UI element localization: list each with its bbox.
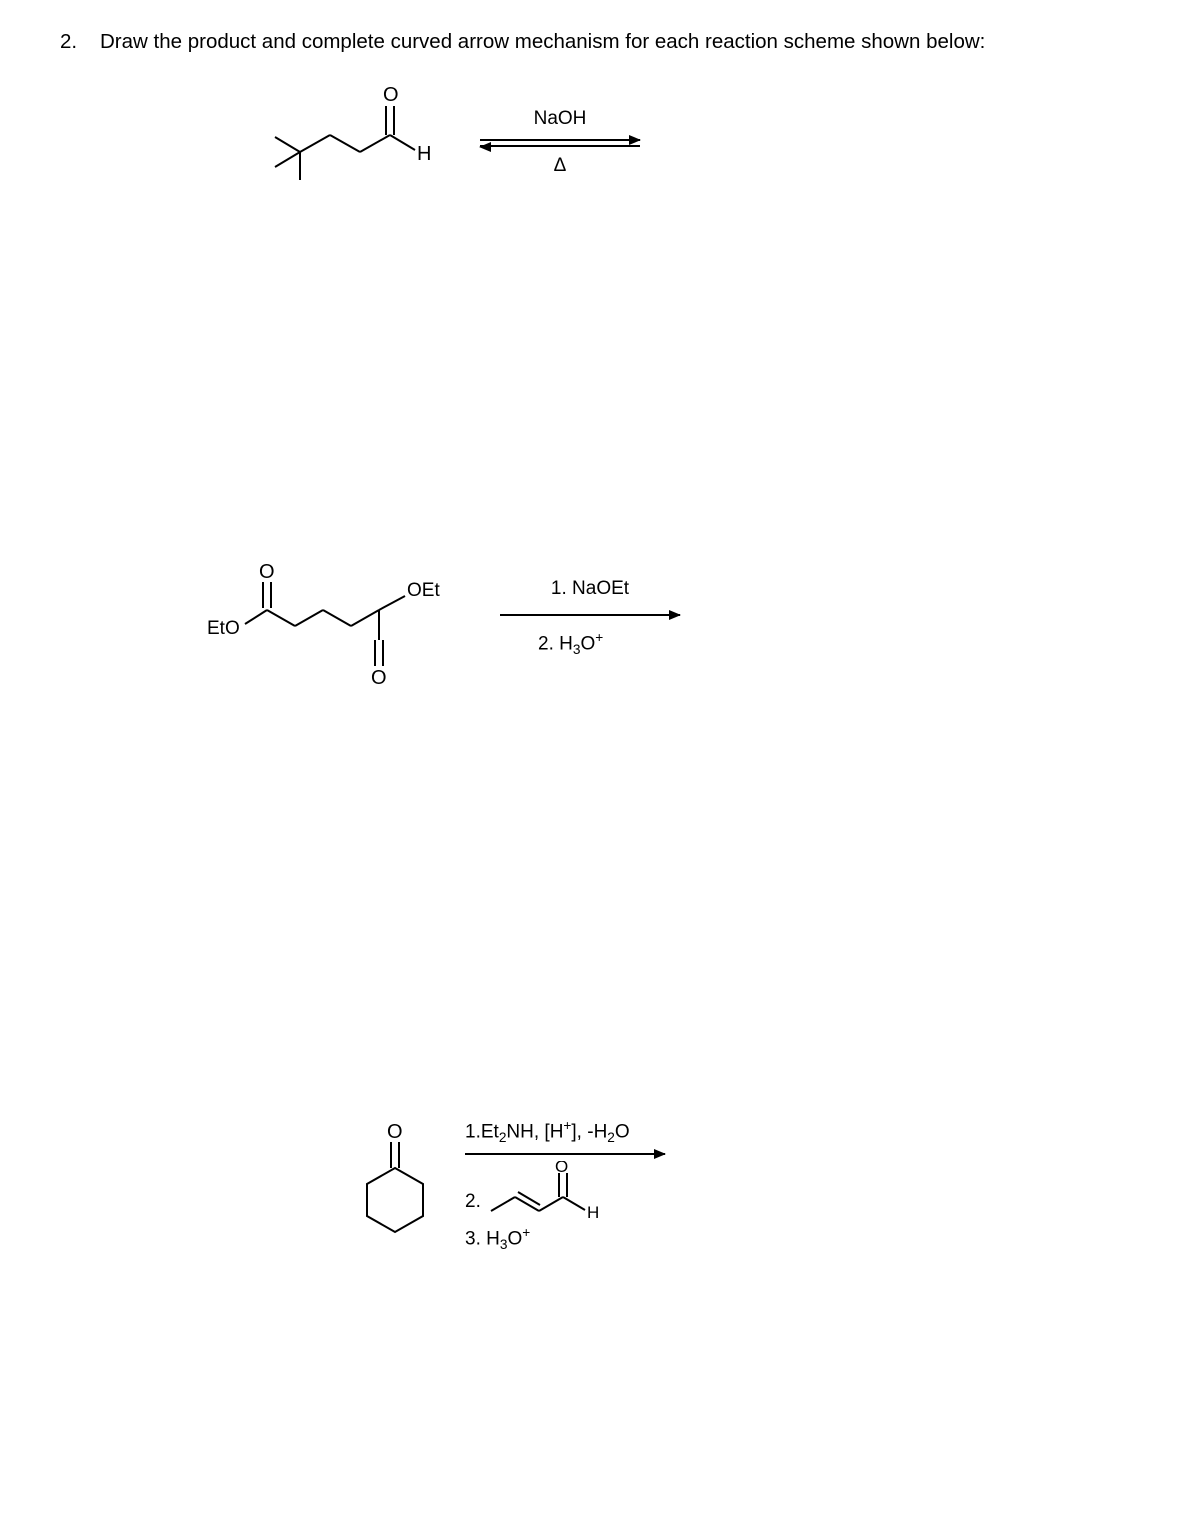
scheme-2-O1-label: O [259,561,275,583]
scheme-3-arrow [465,1153,665,1155]
scheme-1-arrow-group: NaOH Δ [480,108,640,177]
s3c1-sub2: 2 [607,1130,615,1145]
s3c2-num: 2. [465,1191,481,1223]
s3c1-end: O [615,1121,630,1142]
question-text: Draw the product and complete curved arr… [100,30,985,54]
scheme-1-cond-below: Δ [480,155,640,177]
scheme-1-O-label: O [383,84,399,106]
scheme-1-arrow-top [480,139,640,141]
scheme-3: O [335,1120,455,1265]
scheme-1-arrow-bot [480,145,640,147]
scheme-3-O-label: O [387,1121,403,1143]
scheme-3-conditions: 1.Et2NH, [H+], -H2O 2. O H [465,1118,665,1252]
scheme-2-OEt-label: OEt [407,580,440,601]
scheme-1-structure: O H [255,82,455,192]
scheme-2: O O EtO OEt [205,560,465,695]
scheme-2-structure: O O EtO OEt [205,560,465,690]
scheme-1: O H [255,82,455,197]
s3c3-mid: O [507,1228,522,1249]
scheme-2-cond2-prefix: 2. H [538,633,573,654]
scheme-3-cond2-structure: O H [485,1161,625,1223]
s3c2-O: O [555,1161,568,1176]
scheme-2-cond2-mid: O [580,633,595,654]
scheme-1-H-label: H [417,143,431,165]
scheme-2-arrow-group: 1. NaOEt 2. H3O+ [500,578,680,657]
scheme-3-cond-1: 1.Et2NH, [H+], -H2O [465,1118,665,1145]
s3c3-prefix: 3. H [465,1228,500,1249]
scheme-3-structure: O [335,1120,455,1260]
page: 2. Draw the product and complete curved … [0,0,1191,1529]
s3c1-mid1: NH, [H [506,1121,563,1142]
s3c1-prefix: 1.Et [465,1121,499,1142]
scheme-1-cond-above: NaOH [480,108,640,130]
question-row: 2. Draw the product and complete curved … [60,30,1131,54]
scheme-2-cond-1: 1. NaOEt [500,578,680,600]
scheme-2-cond-2: 2. H3O+ [500,630,680,657]
scheme-2-O2-label: O [371,667,387,689]
scheme-2-cond2-sup: + [595,630,603,645]
scheme-3-cond-3: 3. H3O+ [465,1225,665,1252]
s3c1-mid2: ], -H [571,1121,607,1142]
scheme-2-EtO-label: EtO [207,618,240,639]
s3c3-sup: + [522,1225,530,1240]
s3c2-H: H [587,1203,599,1222]
scheme-3-cond-2: 2. O H [465,1161,665,1223]
question-number: 2. [60,30,100,54]
scheme-2-arrow [500,614,680,616]
